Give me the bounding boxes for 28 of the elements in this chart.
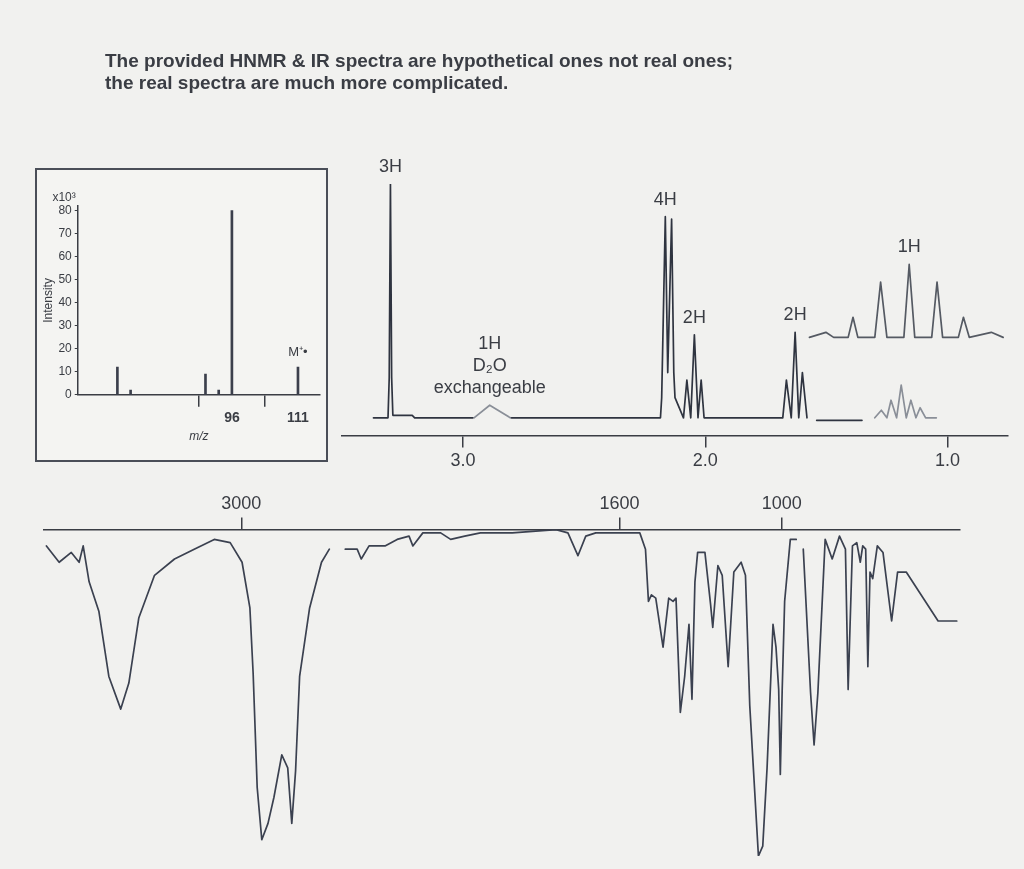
x-tick-label: 111 (287, 409, 310, 426)
y-tick-label: 50 (58, 271, 73, 286)
y-tick-label: 30 (58, 318, 73, 333)
y-tick-label: 70 (58, 225, 73, 240)
annotation: M⁺• (288, 344, 309, 360)
x-tick-label: 96 (224, 409, 240, 426)
x-tick-label: 1.0 (934, 450, 960, 471)
text: x10³ (52, 190, 76, 205)
text: The provided HNMR & IR spectra are hypothetical ones not real ones; the real spectra are much more complicated. (105, 50, 734, 94)
y-tick-label: 80 (58, 202, 73, 217)
y-tick-label: 0 (65, 387, 73, 402)
x-tick-label: 3.0 (450, 450, 476, 471)
x-tick-label: 3000 (221, 492, 262, 513)
annotation: 2H (783, 304, 807, 325)
y-tick-label: 20 (58, 341, 73, 356)
y-tick-label: 10 (58, 364, 73, 379)
annotation: 2H (682, 306, 706, 327)
y-tick-label: 40 (58, 295, 73, 310)
annotation: 1H D₂O exchangeable (433, 333, 546, 398)
annotation: 4H (653, 188, 677, 209)
x-tick-label: 1000 (761, 492, 802, 513)
y-tick-label: 60 (58, 248, 73, 263)
annotation: 1H (897, 236, 921, 257)
x-axis-title: m/z (189, 429, 209, 444)
x-tick-label: 2.0 (692, 450, 718, 471)
x-tick-label: 1600 (599, 492, 640, 513)
annotation: 3H (378, 155, 402, 176)
y-axis-title: Intensity (40, 278, 55, 323)
